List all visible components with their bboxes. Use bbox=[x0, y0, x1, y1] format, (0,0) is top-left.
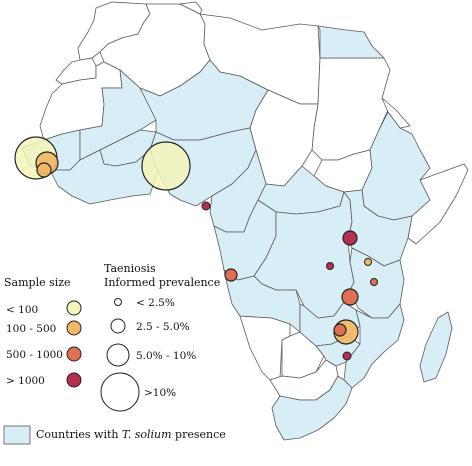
legend-sample-label: < 100 bbox=[6, 304, 38, 316]
study-site-circle bbox=[326, 262, 334, 270]
study-site-circle bbox=[342, 230, 358, 246]
legend-prevalence-label: 2.5 - 5.0% bbox=[136, 321, 190, 333]
legend-prevalence-circle-1 bbox=[114, 298, 122, 306]
study-site-circle bbox=[201, 201, 211, 211]
study-site-circle bbox=[36, 162, 52, 178]
legend-swatch-100-500 bbox=[66, 320, 82, 336]
legend-prevalence: Taeniosis Informed prevalence < 2.5% 2.5… bbox=[100, 262, 220, 412]
country-madagascar bbox=[419, 311, 453, 383]
study-site-circle bbox=[364, 258, 372, 266]
legend-prevalence-label: < 2.5% bbox=[136, 297, 175, 309]
legend-prevalence-label: >10% bbox=[144, 387, 176, 399]
legend-swatch-lt100 bbox=[66, 300, 82, 316]
legend-prevalence-circle-4 bbox=[100, 372, 140, 412]
study-sites bbox=[14, 136, 378, 361]
country-eritrea bbox=[381, 97, 411, 129]
legend-swatch-gt1000 bbox=[66, 372, 82, 388]
legend-swatch-500-1000 bbox=[66, 346, 82, 362]
legend-prevalence-label: 5.0% - 10% bbox=[136, 350, 196, 362]
legend-prevalence-circle-2 bbox=[110, 318, 126, 334]
legend-sample-size-title: Sample size bbox=[4, 276, 71, 289]
legend-sample-size: Sample size < 100 100 - 500 500 - 1000 >… bbox=[4, 276, 82, 388]
legend-sample-label: 500 - 1000 bbox=[6, 349, 63, 361]
legend-prevalence-title-2: Informed prevalence bbox=[104, 276, 220, 289]
study-site-circle bbox=[141, 141, 191, 191]
legend-sample-label: > 1000 bbox=[6, 375, 45, 387]
study-site-circle bbox=[342, 351, 352, 361]
study-site-circle bbox=[370, 278, 378, 286]
legend-countries-suffix: presence bbox=[171, 428, 226, 441]
legend-prevalence-title-1: Taeniosis bbox=[104, 262, 156, 275]
country-south-africa bbox=[271, 375, 353, 441]
country-tunisia bbox=[179, 1, 203, 15]
legend-countries-species: T. solium bbox=[122, 428, 172, 441]
country-egypt bbox=[317, 25, 385, 59]
legend-sample-label: 100 - 500 bbox=[6, 323, 56, 335]
study-site-circle bbox=[224, 268, 238, 282]
study-site-circle bbox=[341, 288, 359, 306]
legend-countries-label: Countries with T. solium presence bbox=[36, 428, 226, 441]
legend-countries-swatch bbox=[3, 425, 31, 445]
legend-prevalence-circle-3 bbox=[106, 343, 130, 367]
study-site-circle bbox=[333, 323, 347, 337]
legend-countries-prefix: Countries with bbox=[36, 428, 122, 441]
